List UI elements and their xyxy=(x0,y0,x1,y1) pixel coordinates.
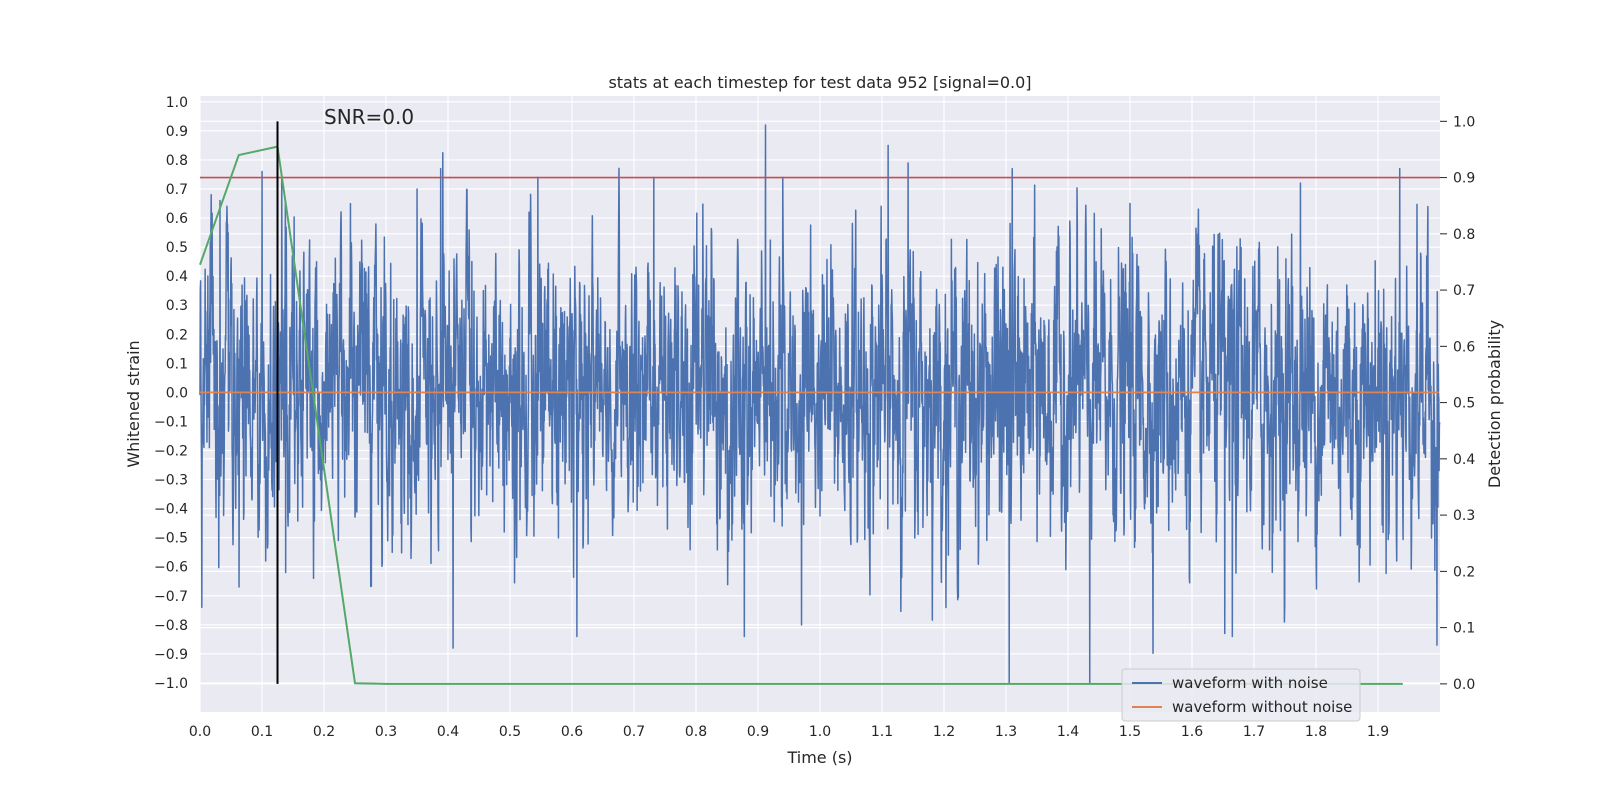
y-tick-label: −0.6 xyxy=(154,560,188,576)
x-tick-label: 1.0 xyxy=(809,724,831,740)
series-line-waveform-with-noise xyxy=(199,124,1441,684)
y-tick-label: −1.0 xyxy=(154,676,188,692)
series-layer xyxy=(199,121,1441,685)
snr-annotation: SNR=0.0 xyxy=(324,105,414,129)
x-tick-label: 0.1 xyxy=(251,724,273,740)
x-tick-label: 1.1 xyxy=(871,724,893,740)
x-tick-label: 1.8 xyxy=(1305,724,1327,740)
y2-tick-label: 0.9 xyxy=(1453,171,1475,187)
y-tick-label: 0.2 xyxy=(166,327,188,343)
x-tick-label: 0.2 xyxy=(313,724,335,740)
y-axis-label: Whitened strain xyxy=(124,340,143,467)
y-tick-label: −0.1 xyxy=(154,414,188,430)
legend-label-clean: waveform without noise xyxy=(1172,698,1352,716)
y-tick-label: 0.4 xyxy=(166,269,188,285)
chart-legend: waveform with noise waveform without noi… xyxy=(1121,668,1361,722)
y2-axis-label: Detection probability xyxy=(1485,320,1504,488)
y-tick-label: 1.0 xyxy=(166,95,188,111)
x-tick-label: 1.3 xyxy=(995,724,1017,740)
y2-tick-label: 0.1 xyxy=(1453,621,1475,637)
legend-label-noise: waveform with noise xyxy=(1172,674,1328,692)
y-tick-label: 0.7 xyxy=(166,182,188,198)
y2-tick-label: 0.3 xyxy=(1453,508,1475,524)
y-tick-label: 0.1 xyxy=(166,356,188,372)
x-tick-label: 1.4 xyxy=(1057,724,1079,740)
y-tick-label: 0.0 xyxy=(166,385,188,401)
y-tick-label: −0.5 xyxy=(154,531,188,547)
x-tick-label: 0.5 xyxy=(499,724,521,740)
y2-tick-label: 0.2 xyxy=(1453,564,1475,580)
y2-tick-label: 0.6 xyxy=(1453,339,1475,355)
x-tick-label: 0.7 xyxy=(623,724,645,740)
x-tick-label: 0.8 xyxy=(685,724,707,740)
y-tick-label: 0.3 xyxy=(166,298,188,314)
chart-title: stats at each timestep for test data 952… xyxy=(608,73,1031,92)
x-tick-label: 1.7 xyxy=(1243,724,1265,740)
y-tick-label: −0.3 xyxy=(154,473,188,489)
y-tick-label: 0.8 xyxy=(166,153,188,169)
y-tick-label: −0.9 xyxy=(154,647,188,663)
x-tick-label: 0.3 xyxy=(375,724,397,740)
y-tick-label: −0.4 xyxy=(154,502,188,518)
y-tick-label: −0.7 xyxy=(154,589,188,605)
x-tick-label: 0.6 xyxy=(561,724,583,740)
x-tick-label: 1.6 xyxy=(1181,724,1203,740)
x-tick-label: 0.0 xyxy=(189,724,211,740)
y2-tick-label: 0.4 xyxy=(1453,452,1475,468)
y-tick-label: −0.2 xyxy=(154,443,188,459)
x-tick-label: 1.2 xyxy=(933,724,955,740)
series-line-detection-probability xyxy=(199,145,1403,685)
tick-layer: 0.0 0.1 0.2 0.3 0.4 0.5 0.6 0.7 0.8 0.9 1.0 1.1 1.2 1… xyxy=(154,95,1475,740)
y-tick-label: 0.9 xyxy=(166,124,188,140)
y2-tick-label: 0.8 xyxy=(1453,227,1475,243)
y-tick-label: 0.5 xyxy=(166,240,188,256)
x-tick-label: 1.5 xyxy=(1119,724,1141,740)
y2-tick-label: 0.7 xyxy=(1453,283,1475,299)
y-tick-label: 0.6 xyxy=(166,211,188,227)
x-tick-label: 0.4 xyxy=(437,724,459,740)
y2-tick-label: 0.0 xyxy=(1453,677,1475,693)
legend-box xyxy=(1121,668,1361,722)
y-tick-label: −0.8 xyxy=(154,618,188,634)
x-tick-label: 1.9 xyxy=(1367,724,1389,740)
x-tick-label: 0.9 xyxy=(747,724,769,740)
x-axis-label: Time (s) xyxy=(786,748,852,767)
y2-tick-label: 0.5 xyxy=(1453,396,1475,412)
y2-tick-label: 1.0 xyxy=(1453,114,1475,130)
